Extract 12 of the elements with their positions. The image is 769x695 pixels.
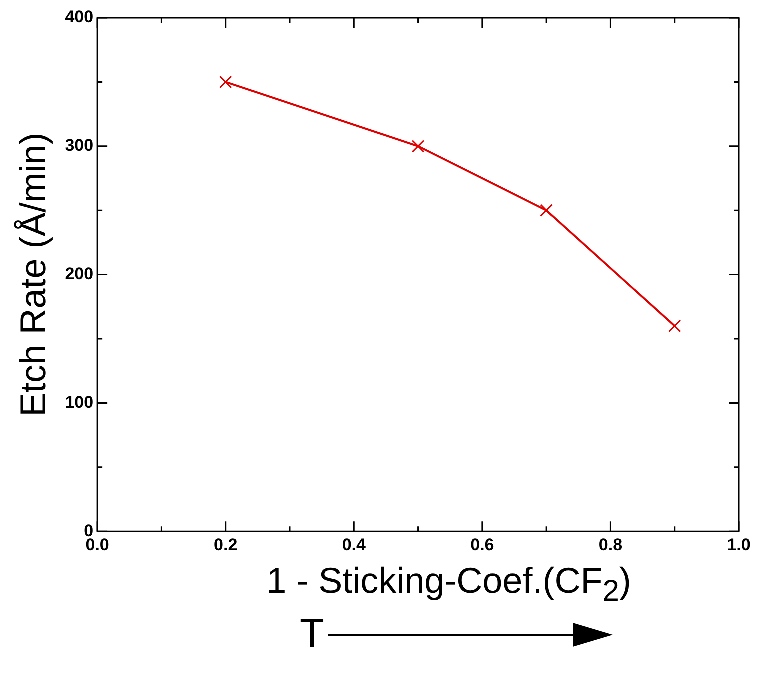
- y-tick-label: 200: [65, 264, 94, 284]
- x-tick-label: 0.4: [342, 535, 366, 554]
- x-tick-label: 1.0: [727, 535, 751, 554]
- y-axis-title: Etch Rate (Å/min): [12, 132, 54, 417]
- y-tick-label: 300: [65, 136, 94, 156]
- y-tick-label: 400: [65, 8, 94, 27]
- x-axis-title: 1 - Sticking-Coef.(CF$_{2}$): [266, 560, 632, 610]
- x-tick-label: 0.8: [598, 535, 623, 554]
- x-tick-label: 0.2: [214, 535, 238, 554]
- x-tick-label: 0.6: [470, 535, 494, 554]
- y-tick-label: 100: [65, 392, 94, 412]
- text: T: [300, 612, 324, 657]
